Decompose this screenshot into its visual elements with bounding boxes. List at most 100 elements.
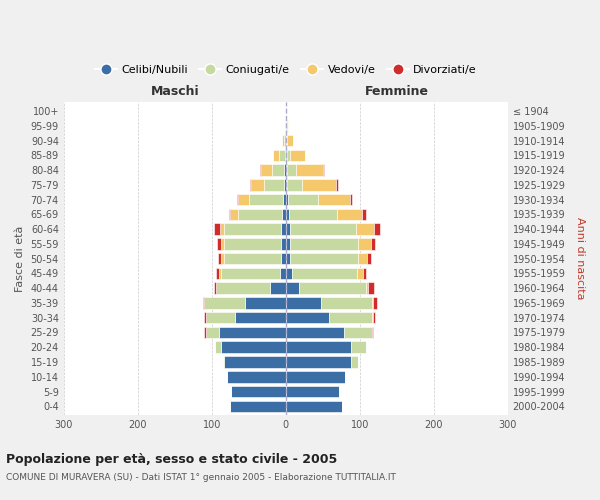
Bar: [317, 194, 350, 205]
Bar: [269, 282, 286, 294]
Bar: [221, 268, 280, 279]
Bar: [215, 268, 219, 279]
Bar: [374, 224, 380, 235]
Bar: [284, 164, 286, 176]
Bar: [368, 282, 374, 294]
Bar: [220, 224, 224, 235]
Bar: [286, 371, 345, 382]
Bar: [296, 164, 323, 176]
Bar: [371, 312, 373, 324]
Bar: [358, 238, 371, 250]
Bar: [288, 194, 317, 205]
Bar: [203, 297, 205, 308]
Bar: [214, 282, 215, 294]
Bar: [286, 326, 344, 338]
Bar: [337, 208, 362, 220]
Bar: [224, 238, 281, 250]
Bar: [215, 282, 216, 294]
Bar: [286, 253, 290, 264]
Bar: [280, 268, 286, 279]
Bar: [230, 208, 238, 220]
Bar: [229, 208, 230, 220]
Bar: [218, 253, 221, 264]
Bar: [205, 297, 245, 308]
Legend: Celibi/Nubili, Coniugati/e, Vedovi/e, Divorziati/e: Celibi/Nubili, Coniugati/e, Vedovi/e, Di…: [90, 61, 481, 80]
Bar: [371, 326, 373, 338]
Bar: [237, 194, 238, 205]
Bar: [286, 179, 287, 190]
Bar: [289, 208, 337, 220]
Bar: [284, 135, 286, 146]
Bar: [336, 179, 338, 190]
Bar: [371, 297, 373, 308]
Bar: [238, 194, 249, 205]
Bar: [286, 282, 299, 294]
Bar: [272, 164, 284, 176]
Bar: [281, 224, 286, 235]
Bar: [286, 135, 287, 146]
Bar: [363, 268, 367, 279]
Bar: [290, 224, 356, 235]
Bar: [282, 208, 286, 220]
Bar: [273, 150, 279, 161]
Bar: [227, 371, 286, 382]
Bar: [285, 120, 286, 132]
Bar: [373, 312, 374, 324]
Bar: [284, 179, 286, 190]
Text: Popolazione per età, sesso e stato civile - 2005: Popolazione per età, sesso e stato civil…: [6, 452, 337, 466]
Bar: [286, 400, 342, 412]
Bar: [217, 238, 221, 250]
Bar: [206, 312, 235, 324]
Bar: [279, 150, 285, 161]
Bar: [262, 164, 272, 176]
Bar: [283, 194, 286, 205]
Bar: [371, 238, 374, 250]
Bar: [286, 356, 351, 368]
Bar: [287, 150, 290, 161]
Bar: [286, 342, 351, 353]
Y-axis label: Anni di nascita: Anni di nascita: [575, 218, 585, 300]
Bar: [224, 224, 281, 235]
Bar: [286, 194, 288, 205]
Bar: [351, 342, 366, 353]
Bar: [358, 253, 367, 264]
Bar: [286, 297, 322, 308]
Bar: [251, 179, 265, 190]
Bar: [281, 253, 286, 264]
Bar: [302, 179, 336, 190]
Bar: [219, 268, 221, 279]
Bar: [322, 297, 371, 308]
Bar: [215, 342, 221, 353]
Bar: [265, 179, 284, 190]
Bar: [344, 326, 371, 338]
Text: COMUNE DI MURAVERA (SU) - Dati ISTAT 1° gennaio 2005 - Elaborazione TUTTITALIA.I: COMUNE DI MURAVERA (SU) - Dati ISTAT 1° …: [6, 472, 396, 482]
Bar: [260, 164, 262, 176]
Bar: [206, 326, 219, 338]
Bar: [287, 135, 293, 146]
Bar: [366, 282, 368, 294]
Bar: [286, 312, 329, 324]
Bar: [249, 194, 283, 205]
Bar: [350, 194, 352, 205]
Bar: [221, 342, 286, 353]
Bar: [214, 224, 220, 235]
Bar: [282, 135, 284, 146]
Bar: [285, 150, 286, 161]
Text: Maschi: Maschi: [151, 85, 199, 98]
Bar: [231, 386, 286, 398]
Bar: [230, 400, 286, 412]
Bar: [221, 253, 224, 264]
Bar: [281, 238, 286, 250]
Bar: [329, 312, 371, 324]
Bar: [238, 208, 282, 220]
Bar: [356, 224, 374, 235]
Bar: [299, 282, 366, 294]
Bar: [286, 120, 287, 132]
Bar: [221, 238, 224, 250]
Bar: [362, 208, 366, 220]
Bar: [292, 268, 357, 279]
Bar: [219, 326, 286, 338]
Bar: [245, 297, 286, 308]
Bar: [357, 268, 363, 279]
Bar: [286, 164, 287, 176]
